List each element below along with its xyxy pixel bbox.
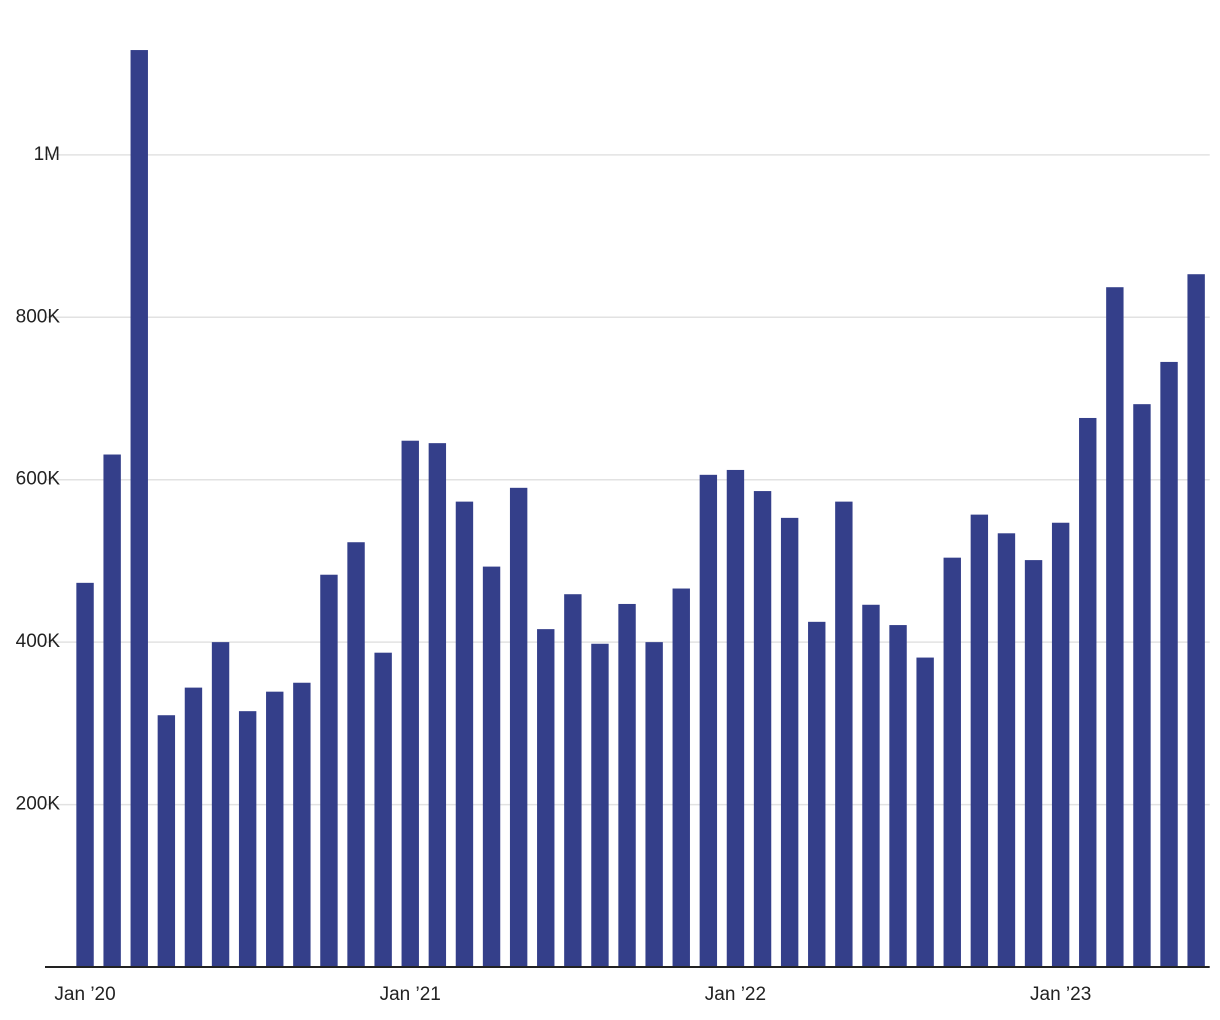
bar [103,454,121,967]
bar [699,474,718,967]
bar [482,566,501,967]
bar [591,643,609,967]
bar [130,50,148,967]
bar [808,621,826,967]
bar [76,582,94,967]
bar [1024,560,1043,967]
bar [889,625,907,967]
x-tick-label: Jan ’23 [1030,984,1091,1005]
bar [1160,361,1178,967]
bar [238,711,257,967]
bar [726,469,745,967]
bar [266,691,284,967]
x-tick-label: Jan ’21 [380,984,441,1005]
bar [157,715,176,967]
bar [943,557,961,967]
y-tick-label: 400K [16,631,61,652]
bar [862,604,880,967]
bar [916,657,934,967]
bar [1079,417,1097,967]
bar [835,501,853,967]
bar [320,574,338,967]
bar [780,517,799,967]
bar [293,682,311,967]
y-tick-label: 800K [16,306,61,327]
bar [1051,522,1070,967]
bar [564,594,582,967]
y-tick-label: 600K [16,469,61,490]
bar [753,491,772,967]
y-tick-label: 200K [16,794,61,815]
x-tick-label: Jan ’20 [54,984,115,1005]
bar [672,588,690,967]
bar [374,652,392,967]
bar [1106,287,1124,967]
y-tick-label: 1M [34,144,60,165]
bar [347,542,365,967]
bar [1187,274,1205,967]
bar [970,514,989,967]
x-tick-label: Jan ’22 [705,984,766,1005]
bar [184,687,203,967]
bar [401,440,419,967]
bar [537,629,555,967]
bar [211,642,230,967]
bar [509,487,528,967]
bar [645,642,663,967]
bar [428,443,447,967]
bar [1133,404,1151,968]
bar [455,501,474,967]
bar [997,533,1016,967]
bar [618,603,636,967]
